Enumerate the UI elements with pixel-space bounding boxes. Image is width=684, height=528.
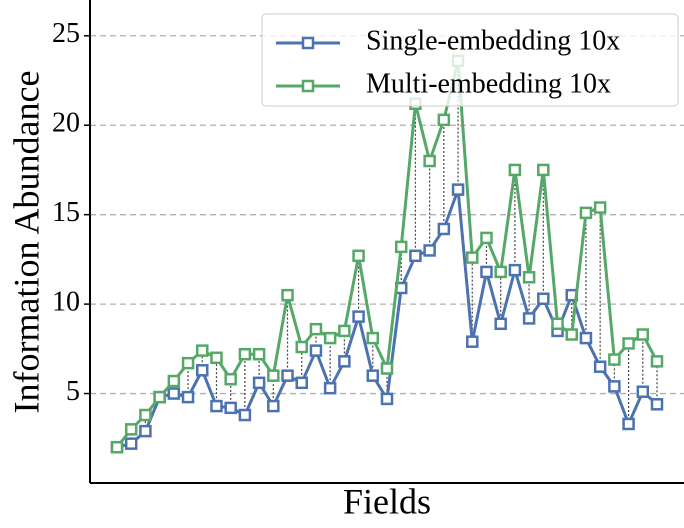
- marker: [608, 380, 621, 393]
- marker: [437, 222, 451, 236]
- marker: [494, 265, 507, 279]
- marker: [522, 271, 536, 284]
- y-tick-label: 25: [52, 18, 80, 49]
- marker: [252, 347, 266, 361]
- marker: [181, 356, 195, 370]
- marker: [295, 376, 308, 390]
- marker: [622, 417, 635, 431]
- marker: [352, 310, 365, 323]
- marker: [650, 398, 664, 411]
- marker: [579, 206, 593, 220]
- marker: [551, 317, 564, 331]
- series-line: [116, 189, 658, 449]
- marker: [423, 154, 436, 168]
- marker: [309, 322, 323, 336]
- marker: [281, 288, 294, 302]
- marker: [210, 399, 223, 413]
- marker: [238, 347, 252, 361]
- marker: [650, 355, 664, 368]
- marker: [537, 292, 550, 305]
- marker: [323, 381, 337, 395]
- marker: [494, 317, 507, 331]
- marker: [537, 163, 550, 177]
- marker: [380, 392, 394, 406]
- marker: [181, 390, 195, 404]
- marker: [352, 249, 365, 263]
- marker: [409, 249, 422, 263]
- marker: [366, 331, 380, 345]
- y-tick-label: 15: [52, 197, 80, 228]
- marker: [196, 364, 209, 377]
- x-axis-label: Fields: [343, 481, 431, 521]
- marker: [124, 423, 138, 436]
- marker: [636, 385, 650, 399]
- y-tick-label: 5: [66, 376, 80, 407]
- marker: [124, 437, 138, 450]
- y-axis-label: Information Abundance: [6, 71, 46, 414]
- y-tick-label: 10: [52, 287, 80, 318]
- marker: [338, 355, 351, 368]
- legend-label: Single-embedding 10x: [366, 25, 620, 56]
- legend-box: [261, 13, 679, 107]
- marker: [480, 265, 493, 279]
- marker: [437, 113, 451, 127]
- marker: [309, 344, 323, 357]
- marker: [636, 328, 650, 341]
- marker: [238, 408, 252, 422]
- marker: [196, 344, 209, 357]
- legend-label: Multi-embedding 10x: [366, 68, 611, 99]
- y-tick-label: 20: [52, 108, 80, 139]
- marker: [267, 399, 280, 413]
- marker: [394, 240, 408, 254]
- marker: [480, 231, 493, 245]
- marker: [565, 328, 578, 341]
- marker: [579, 331, 593, 345]
- marker: [466, 335, 479, 348]
- marker: [295, 340, 308, 354]
- marker: [210, 351, 223, 365]
- marker: [522, 312, 536, 325]
- marker: [366, 369, 380, 382]
- marker: [252, 376, 266, 390]
- marker: [466, 251, 479, 264]
- marker: [622, 337, 635, 350]
- marker: [167, 374, 181, 388]
- marker: [593, 360, 607, 373]
- marker: [508, 163, 522, 177]
- marker: [323, 331, 337, 345]
- marker: [110, 440, 124, 454]
- marker: [153, 390, 166, 404]
- marker: [139, 424, 152, 438]
- marker: [267, 369, 280, 382]
- marker: [451, 183, 465, 196]
- marker: [608, 353, 621, 366]
- legend-marker: [301, 36, 315, 50]
- marker: [593, 201, 607, 214]
- marker: [508, 263, 522, 277]
- marker: [139, 408, 152, 422]
- marker: [338, 324, 351, 338]
- marker: [423, 244, 436, 257]
- marker: [281, 369, 294, 382]
- marker: [380, 362, 394, 375]
- marker: [224, 372, 237, 386]
- legend-marker: [301, 79, 315, 93]
- marker: [167, 387, 181, 400]
- marker: [224, 401, 237, 415]
